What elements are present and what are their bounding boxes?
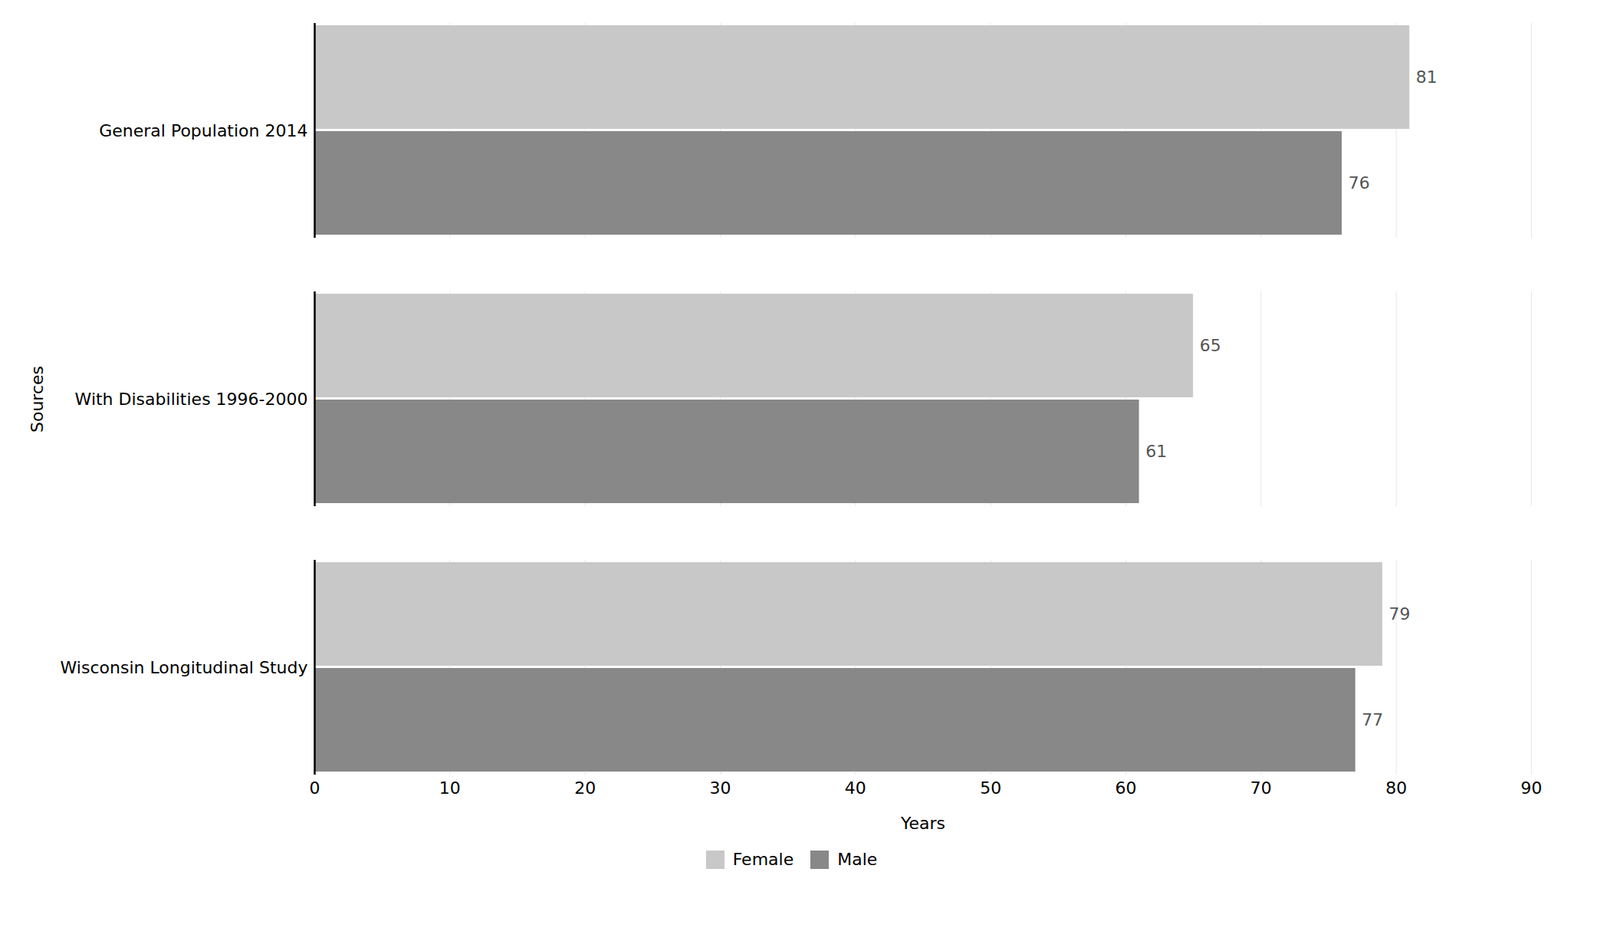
svg-text:Sources: Sources <box>27 365 47 433</box>
svg-text:81: 81 <box>1416 67 1438 87</box>
svg-text:Wisconsin Longitudinal Study: Wisconsin Longitudinal Study <box>60 657 309 677</box>
svg-text:Years: Years <box>900 813 946 833</box>
svg-text:General Population 2014: General Population 2014 <box>98 121 308 141</box>
svg-text:76: 76 <box>1348 173 1371 193</box>
html-text:Female: Female <box>732 849 794 869</box>
svg-text:80: 80 <box>1385 778 1407 798</box>
svg-text:0: 0 <box>309 778 321 798</box>
svg-text:70: 70 <box>1250 778 1272 798</box>
svg-text:40: 40 <box>844 778 867 798</box>
svg-text:50: 50 <box>979 778 1002 798</box>
svg-text:90: 90 <box>1521 778 1543 798</box>
svg-text:30: 30 <box>709 778 732 798</box>
html-text:Male: Male <box>837 849 878 869</box>
svg-text:10: 10 <box>439 778 461 798</box>
svg-text:77: 77 <box>1361 709 1384 730</box>
svg-text:With Disabilities 1996-2000: With Disabilities 1996-2000 <box>75 389 309 409</box>
svg-text:60: 60 <box>1115 778 1137 798</box>
svg-text:61: 61 <box>1145 441 1167 461</box>
svg-text:65: 65 <box>1199 335 1222 355</box>
svg-text:79: 79 <box>1389 604 1411 624</box>
svg-text:20: 20 <box>574 778 596 798</box>
